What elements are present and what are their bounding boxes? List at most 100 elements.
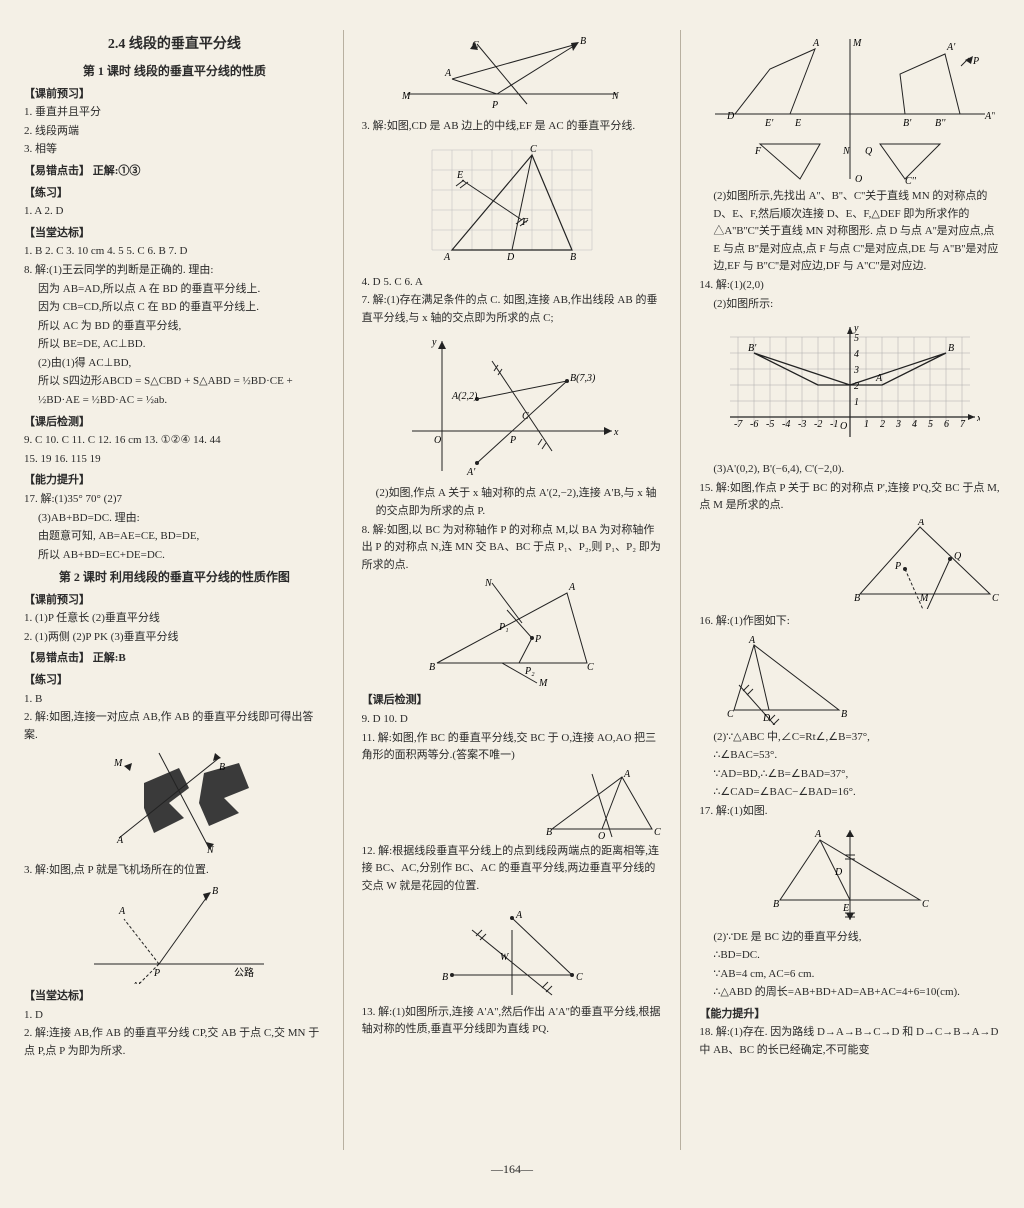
heading: 【当堂达标】 (24, 988, 325, 1006)
svg-text:P: P (509, 435, 516, 446)
svg-text:P₁: P₁ (498, 622, 509, 633)
text: 4. D 5. C 6. A (362, 274, 663, 292)
lesson-1-title: 第 1 课时 线段的垂直平分线的性质 (24, 62, 325, 81)
svg-text:B: B (773, 899, 779, 910)
svg-text:A: A (748, 635, 756, 646)
figure-grid-triangle: AB CD EF (362, 140, 663, 270)
svg-text:1: 1 (864, 419, 869, 430)
svg-text:2: 2 (854, 381, 859, 392)
svg-text:B: B (948, 343, 954, 354)
svg-text:A: A (444, 68, 452, 79)
text: 11. 解:如图,作 BC 的垂直平分线,交 BC 于 O,连接 AO,AO 把… (362, 730, 663, 765)
text: (2)如图,作点 A 关于 x 轴对称的点 A'(2,−2),连接 A'B,与 … (362, 485, 663, 520)
svg-text:C: C (530, 144, 537, 155)
text: (2)如图所示: (699, 296, 1000, 314)
svg-text:2: 2 (880, 419, 885, 430)
svg-text:N: N (842, 146, 851, 157)
svg-text:P₂: P₂ (524, 666, 535, 677)
text: ∵AD=BD,∴∠B=∠BAD=37°, (699, 766, 1000, 784)
section-title: 2.4 线段的垂直平分线 (24, 34, 325, 56)
svg-text:E: E (842, 903, 849, 914)
svg-text:B: B (219, 762, 225, 773)
svg-text:A': A' (946, 42, 956, 53)
column-separator (680, 30, 681, 1150)
svg-text:x: x (613, 427, 619, 438)
heading: 【能力提升】 (699, 1006, 1000, 1024)
figure-complex-top: DA'' AM A'P E'E B'B'' FN QC'' O (699, 34, 1000, 184)
heading: 【当堂达标】 (24, 225, 325, 243)
text: 15. 解:如图,作点 P 关于 BC 的对称点 P',连接 P'Q,交 BC … (699, 480, 1000, 515)
svg-text:P: P (894, 561, 901, 572)
svg-text:A: A (917, 519, 925, 528)
svg-text:B: B (841, 709, 847, 720)
text: 2. 解:连接 AB,作 AB 的垂直平分线 CP,交 AB 于点 C,交 MN… (24, 1025, 325, 1060)
svg-text:y: y (431, 337, 437, 348)
text: (2)∵DE 是 BC 边的垂直平分线, (699, 929, 1000, 947)
heading: 【课后检测】 (362, 692, 663, 710)
text: 1. 垂直并且平分 (24, 104, 325, 122)
heading: 【易错点击】 正解:①③ (24, 163, 325, 181)
svg-text:B: B (580, 36, 586, 47)
figure-top-triangle: M N A B P C (362, 34, 663, 114)
svg-text:E: E (456, 170, 463, 181)
svg-text:A(2,2): A(2,2) (451, 391, 478, 402)
heading: 【易错点击】 正解:B (24, 650, 325, 668)
heading: 【课前预习】 (24, 592, 325, 610)
svg-text:W: W (500, 952, 510, 963)
svg-text:N: N (484, 578, 493, 589)
text: ∵AB=4 cm, AC=6 cm. (699, 966, 1000, 984)
svg-text:D: D (834, 867, 843, 878)
svg-text:-6: -6 (750, 419, 758, 430)
svg-text:C'': C'' (905, 176, 917, 184)
svg-text:E: E (794, 118, 801, 129)
svg-text:4: 4 (854, 349, 859, 360)
svg-text:C: C (587, 662, 594, 673)
svg-text:M: M (538, 678, 548, 688)
svg-text:A: A (623, 769, 631, 780)
text: 17. 解:(1)如图. (699, 803, 1000, 821)
svg-text:F: F (754, 146, 762, 157)
text: 2. 线段两端 (24, 123, 325, 141)
svg-text:-1: -1 (830, 419, 838, 430)
text: 3. 相等 (24, 141, 325, 159)
svg-text:3: 3 (853, 365, 859, 376)
svg-text:-3: -3 (798, 419, 806, 430)
svg-text:C: C (992, 593, 999, 604)
text: ∴∠BAC=53°. (699, 747, 1000, 765)
lesson-2-title: 第 2 课时 利用线段的垂直平分线的性质作图 (24, 568, 325, 587)
svg-text:C: C (727, 709, 734, 720)
figure-q16: ACB D (699, 635, 1000, 725)
text: 3. 解:如图,CD 是 AB 边上的中线,EF 是 AC 的垂直平分线. (362, 118, 663, 136)
text: 9. C 10. C 11. C 12. 16 cm 13. ①②④ 14. 4… (24, 432, 325, 450)
text: ∴BD=DC. (699, 947, 1000, 965)
figure-q15: BCA Q P P' M (699, 519, 1000, 609)
column-separator (343, 30, 344, 1150)
figure-coord: Oxy A(2,2) B(7,3) A' PC (362, 331, 663, 481)
text: 1. (1)P 任意长 (2)垂直平分线 (24, 610, 325, 628)
svg-text:P: P (153, 968, 160, 979)
text: 由题意可知, AB=AE=CE, BD=DE, (24, 528, 325, 546)
figure-small-triangle: BC AO (362, 769, 663, 839)
column-3: DA'' AM A'P E'E B'B'' FN QC'' O (2)如图所示,… (695, 30, 1004, 1150)
figure-q17: ABC ED (699, 825, 1000, 925)
svg-text:Q: Q (954, 551, 962, 562)
svg-text:P: P (972, 56, 979, 67)
svg-text:3: 3 (895, 419, 901, 430)
svg-text:A: A (812, 38, 820, 49)
text: 8. 解:如图,以 BC 为对称轴作 P 的对称点 M,以 BA 为对称轴作出 … (362, 522, 663, 575)
svg-text:7: 7 (960, 419, 966, 430)
text: 1. B 2. C 3. 10 cm 4. 5 5. C 6. B 7. D (24, 243, 325, 261)
svg-text:A: A (118, 906, 126, 917)
svg-text:A: A (568, 582, 576, 593)
text: 因为 CB=CD,所以点 C 在 BD 的垂直平分线上. (24, 299, 325, 317)
text: (2)由(1)得 AC⊥BD, (24, 355, 325, 373)
svg-text:A: A (875, 373, 883, 384)
svg-text:A: A (443, 252, 451, 263)
svg-text:C: C (522, 411, 529, 422)
svg-text:4: 4 (912, 419, 917, 430)
text: 所以 BE=DE, AC⊥BD. (24, 336, 325, 354)
text: 所以 AB+BD=EC+DE=DC. (24, 547, 325, 565)
text: (3)AB+BD=DC. 理由: (24, 510, 325, 528)
figure-coord-grid: xy B'B AO -7-6-5 -4-3-2 -1 123 456 7 123… (699, 317, 1000, 457)
svg-text:N: N (611, 91, 620, 102)
